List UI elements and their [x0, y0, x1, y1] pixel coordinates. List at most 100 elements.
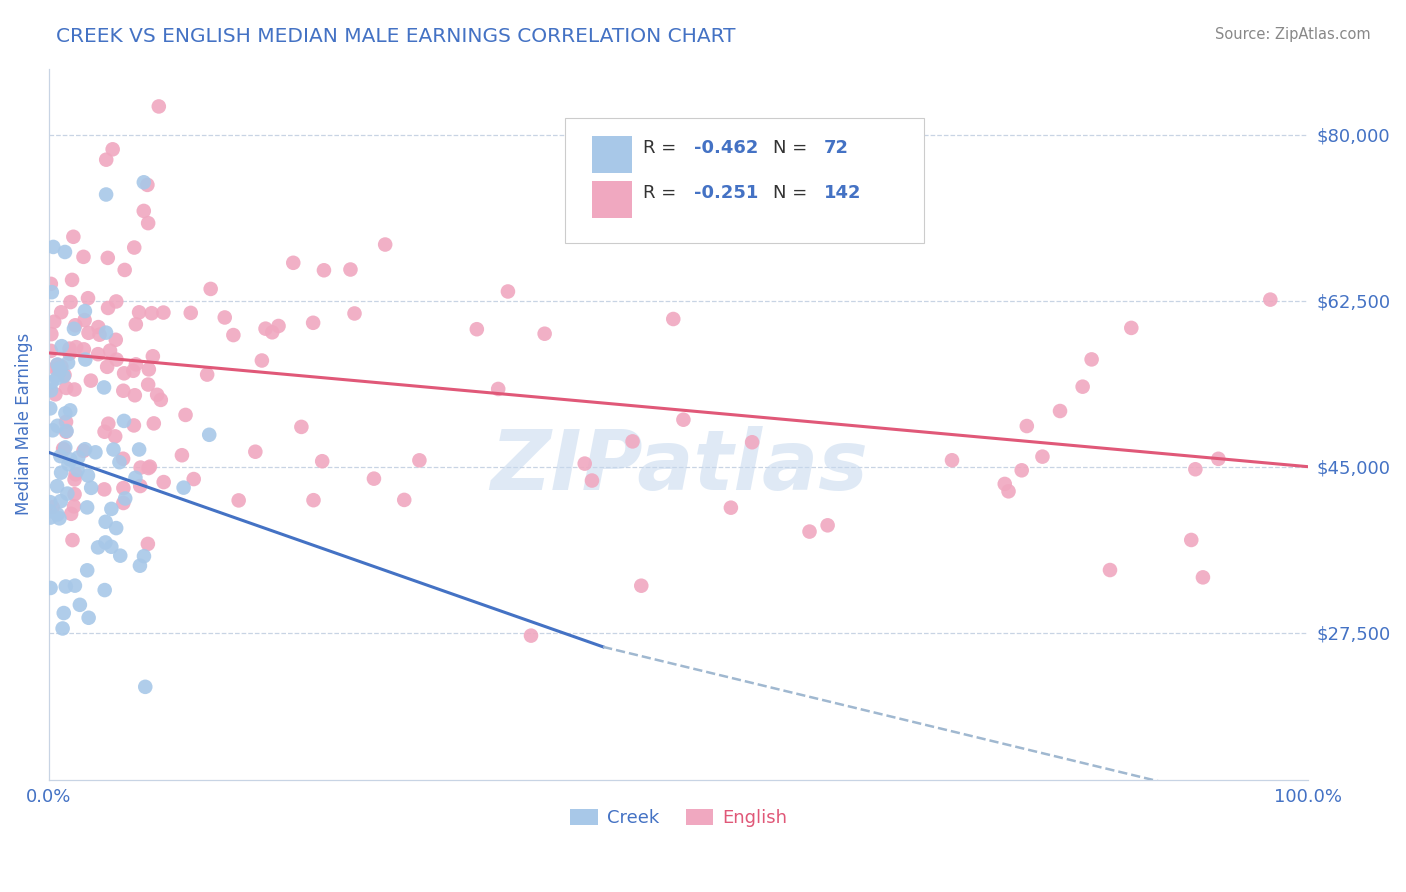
Point [134, 680, 156, 694]
Point [124, 471, 146, 485]
Point [114, 491, 136, 506]
Point [302, 316, 325, 330]
Point [283, 256, 305, 270]
Point [173, 481, 195, 495]
Text: CREEK VS ENGLISH MEDIAN MALE EARNINGS CORRELATION CHART: CREEK VS ENGLISH MEDIAN MALE EARNINGS CO… [56, 27, 735, 45]
Point [245, 444, 267, 458]
Point [72, 444, 94, 458]
Point [103, 442, 125, 457]
Point [48, 511, 70, 525]
Point [149, 392, 172, 407]
Point [49, 494, 72, 508]
Point [1258, 293, 1281, 307]
Point [146, 388, 169, 402]
Point [63, 500, 86, 514]
Text: Source: ZipAtlas.com: Source: ZipAtlas.com [1215, 27, 1371, 42]
Point [254, 321, 277, 335]
Point [128, 442, 150, 457]
Point [496, 285, 519, 299]
Point [44, 387, 66, 401]
Point [52, 369, 75, 384]
Point [112, 451, 135, 466]
Point [136, 377, 159, 392]
Point [520, 629, 543, 643]
Point [51, 339, 73, 353]
Point [76, 500, 98, 515]
Text: 72: 72 [824, 139, 849, 157]
Point [63, 473, 86, 487]
Point [311, 454, 333, 468]
Point [1031, 450, 1053, 464]
Point [65, 340, 87, 354]
Point [41, 327, 63, 342]
Point [59, 452, 82, 467]
Point [41, 375, 63, 389]
Point [662, 312, 685, 326]
Point [55, 381, 77, 395]
Point [1192, 570, 1215, 584]
Point [65, 318, 87, 333]
Point [52, 622, 75, 636]
Point [312, 263, 335, 277]
Point [129, 460, 152, 475]
Point [136, 216, 159, 230]
Point [56, 356, 79, 370]
Point [96, 359, 118, 374]
Point [62, 533, 84, 548]
Text: N =: N = [773, 184, 813, 202]
Legend: Creek, English: Creek, English [564, 802, 794, 835]
Point [122, 241, 145, 255]
Point [1098, 563, 1121, 577]
Point [66, 463, 89, 477]
Point [108, 455, 131, 469]
Point [132, 203, 155, 218]
Point [73, 313, 96, 327]
Point [138, 461, 160, 475]
Point [46, 418, 69, 433]
Point [69, 598, 91, 612]
Point [141, 306, 163, 320]
Point [132, 175, 155, 189]
Text: R =: R = [644, 139, 682, 157]
Point [1011, 463, 1033, 477]
Point [77, 291, 100, 305]
Point [76, 563, 98, 577]
Point [101, 142, 124, 156]
Point [77, 326, 100, 340]
Point [142, 417, 165, 431]
Point [486, 382, 509, 396]
Point [720, 500, 742, 515]
Point [97, 301, 120, 315]
Point [214, 310, 236, 325]
Point [994, 477, 1017, 491]
Point [112, 481, 135, 495]
Point [45, 371, 67, 385]
Point [105, 352, 128, 367]
Point [125, 318, 148, 332]
Point [55, 424, 77, 438]
Point [533, 326, 555, 341]
Point [105, 294, 128, 309]
Point [128, 305, 150, 319]
Point [52, 442, 75, 456]
Point [93, 425, 115, 439]
Point [39, 495, 62, 509]
Point [290, 420, 312, 434]
Point [80, 481, 103, 495]
Point [104, 333, 127, 347]
Point [75, 442, 97, 457]
Point [98, 343, 121, 358]
Point [302, 493, 325, 508]
Point [93, 583, 115, 598]
Point [59, 403, 82, 417]
Point [58, 457, 80, 471]
Point [84, 445, 107, 459]
Point [124, 388, 146, 402]
Point [148, 99, 170, 113]
Point [250, 353, 273, 368]
Point [267, 318, 290, 333]
Point [1080, 352, 1102, 367]
Point [52, 606, 75, 620]
Point [46, 508, 69, 522]
Point [122, 418, 145, 433]
